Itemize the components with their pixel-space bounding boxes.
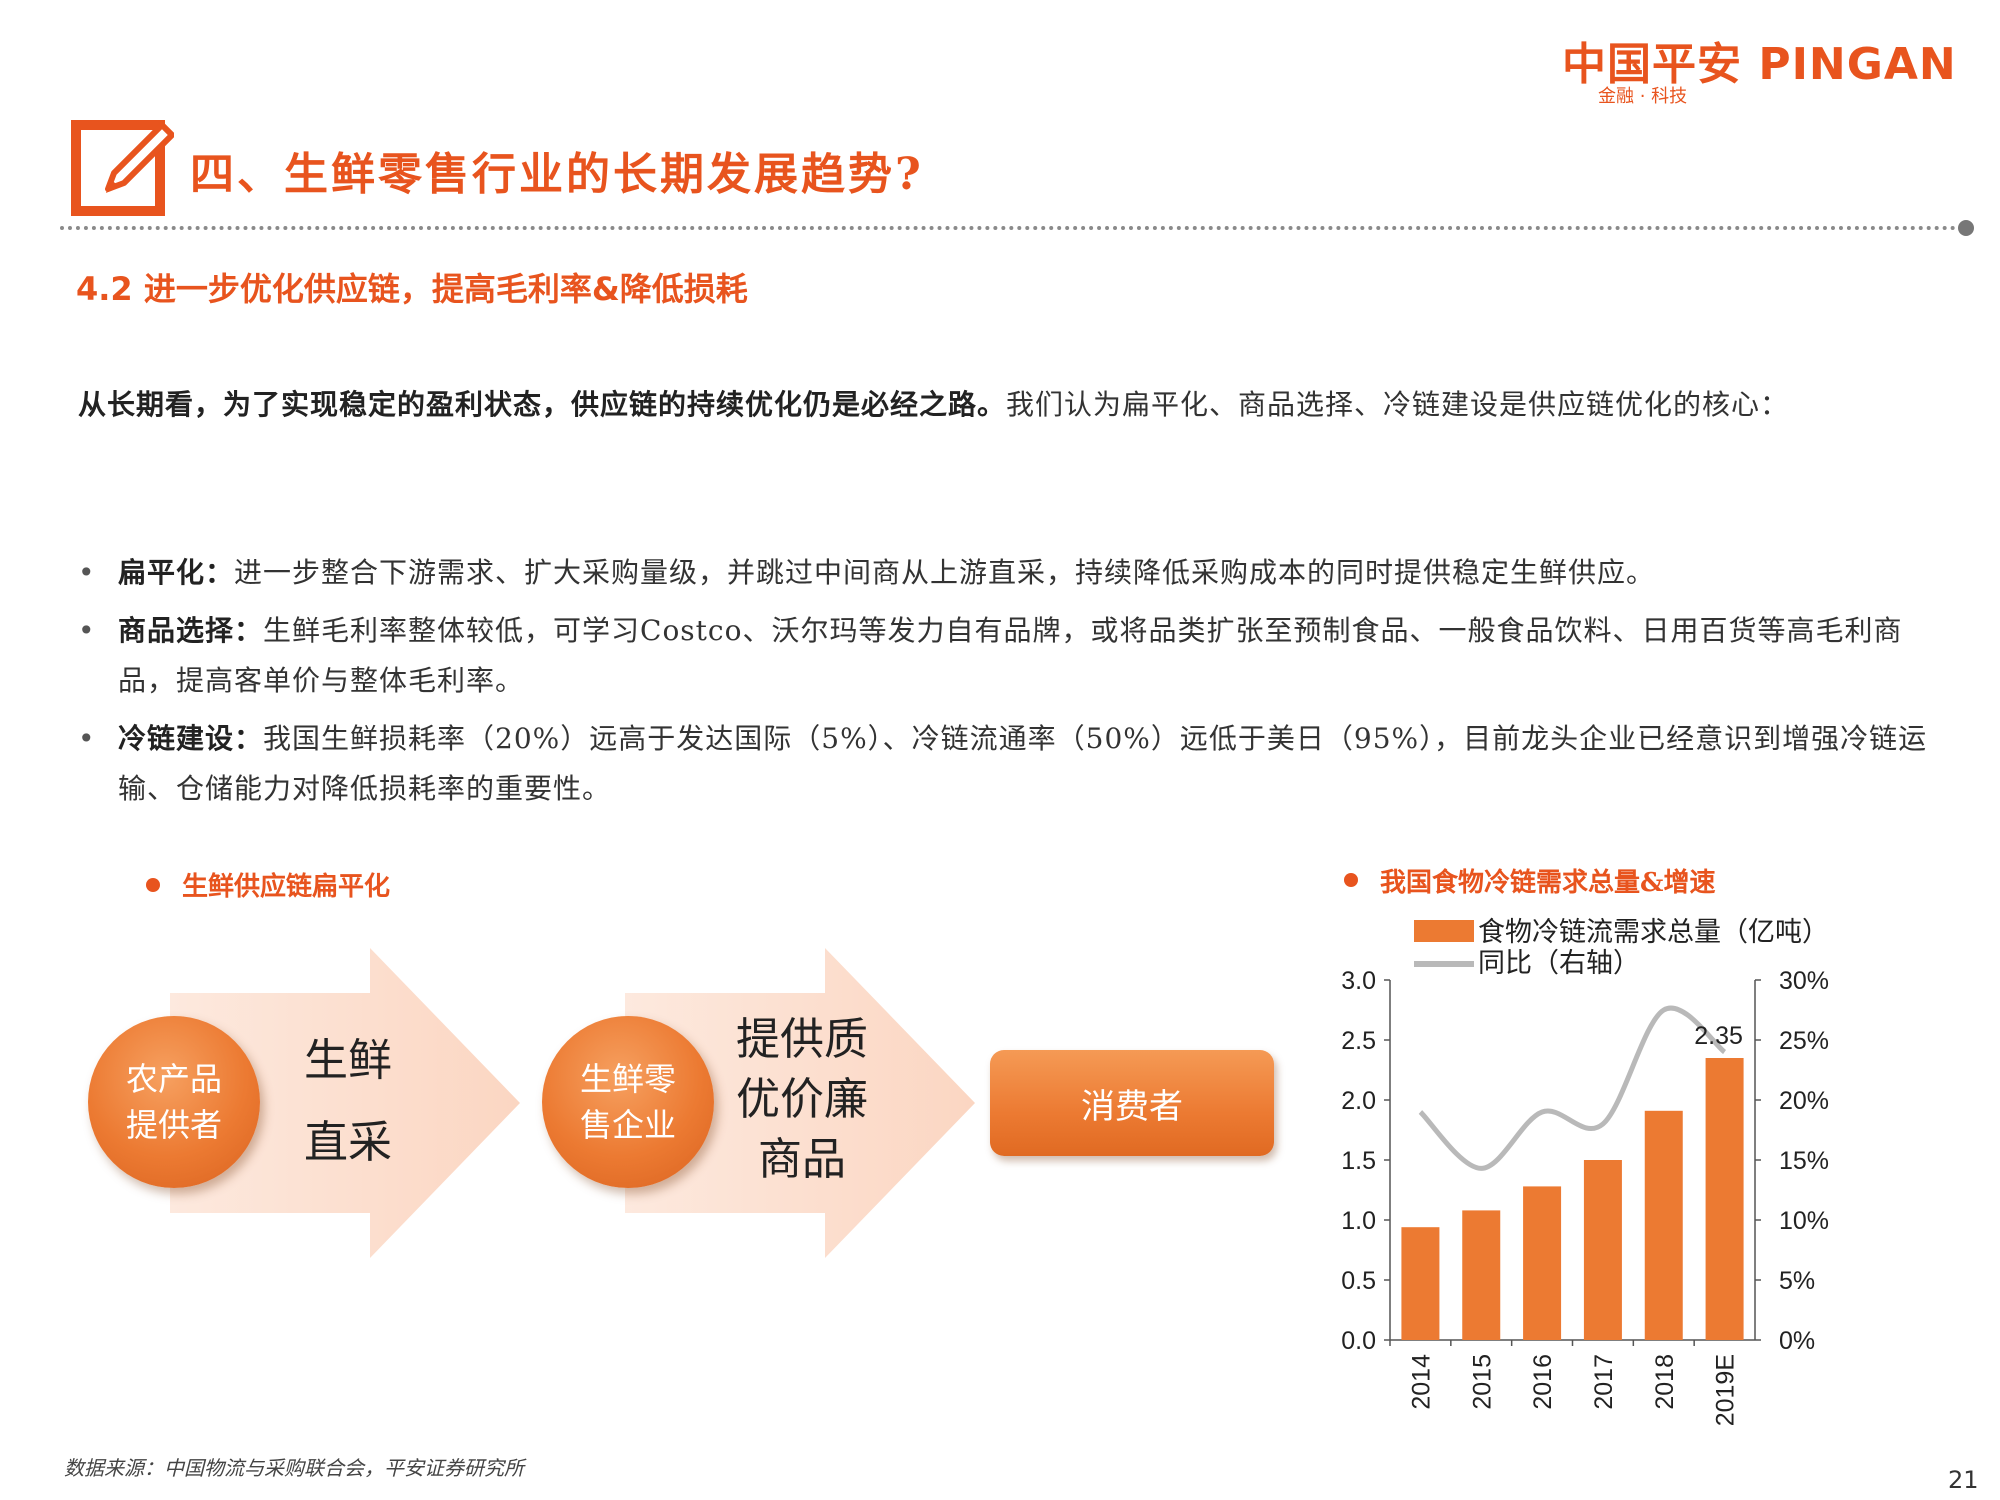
right-tick-label: 15%: [1779, 1147, 1829, 1175]
left-tick-label: 0.5: [1341, 1267, 1376, 1295]
x-tick-label: 2014: [1407, 1354, 1435, 1410]
bullet-text: 生鲜毛利率整体较低，可学习Costco、沃尔玛等发力自有品牌，或将品类扩张至预制…: [118, 614, 1903, 697]
chart-bullet-dot: [1344, 873, 1358, 887]
pencil-note-icon: [71, 120, 174, 216]
bar: [1401, 1227, 1440, 1340]
list-item: 冷链建设：我国生鲜损耗率（20%）远高于发达国际（5%）、冷链流通率（50%）远…: [78, 714, 1938, 814]
right-tick-label: 5%: [1779, 1267, 1815, 1295]
right-tick-label: 20%: [1779, 1087, 1829, 1115]
flow-arrow-1: [170, 948, 520, 1258]
node-producer-label: 农产品提供者: [125, 1060, 222, 1144]
intro-paragraph: 从长期看，为了实现稳定的盈利状态，供应链的持续优化仍是必经之路。我们认为扁平化、…: [78, 380, 1938, 430]
diagram-label: 生鲜供应链扁平化: [182, 872, 391, 902]
arrow-text-quality-goods: 提供质优价廉商品: [736, 1014, 868, 1185]
diagram-bullet-dot: [146, 878, 160, 892]
right-tick-label: 0%: [1779, 1327, 1815, 1355]
node-retailer-label: 生鲜零售企业: [579, 1060, 676, 1144]
left-tick-label: 1.5: [1341, 1147, 1376, 1175]
bullet-text: 进一步整合下游需求、扩大采购量级，并跳过中间商从上游直采，持续降低采购成本的同时…: [234, 556, 1656, 589]
x-tick-label: 2019E: [1712, 1354, 1740, 1426]
legend-bar-swatch: [1414, 920, 1474, 942]
right-tick-label: 25%: [1779, 1027, 1829, 1055]
bar: [1583, 1160, 1622, 1340]
bar: [1523, 1186, 1562, 1340]
list-item: 扁平化：进一步整合下游需求、扩大采购量级，并跳过中间商从上游直采，持续降低采购成…: [78, 548, 1938, 598]
cold-chain-chart: 0.0 0.5 1.0 1.5 2.0 2.5 3.0 0% 5% 10% 15% 20% 25% 30%…: [1341, 917, 1829, 1426]
divider-end-dot: [1958, 220, 1974, 236]
bullet-text: 我国生鲜损耗率（20%）远高于发达国际（5%）、冷链流通率（50%）远低于美日（…: [118, 722, 1928, 805]
pingan-logo: 中国平安 PINGAN: [1562, 39, 1957, 90]
bullet-head: 冷链建设：: [118, 722, 264, 755]
flow-arrow-2: [625, 948, 975, 1258]
right-tick-label: 30%: [1779, 967, 1829, 995]
x-tick-label: 2016: [1529, 1354, 1557, 1410]
intro-rest: 我们认为扁平化、商品选择、冷链建设是供应链优化的核心：: [1006, 388, 1790, 421]
x-tick-label: 2015: [1468, 1354, 1496, 1410]
node-producer: 农产品提供者: [88, 1016, 260, 1188]
bar: [1705, 1058, 1744, 1340]
x-tick-label: 2018: [1651, 1354, 1679, 1410]
section-subtitle: 4.2 进一步优化供应链，提高毛利率&降低损耗: [76, 270, 748, 308]
node-consumer: 消费者: [990, 1050, 1274, 1156]
bar: [1644, 1110, 1683, 1340]
x-tick-label: 2017: [1590, 1354, 1618, 1410]
left-tick-label: 0.0: [1341, 1327, 1376, 1355]
page-title: 四、生鲜零售行业的长期发展趋势?: [190, 149, 924, 200]
list-item: 商品选择：生鲜毛利率整体较低，可学习Costco、沃尔玛等发力自有品牌，或将品类…: [78, 606, 1938, 706]
legend-line-label: 同比（右轴）: [1478, 948, 1640, 978]
left-tick-label: 1.0: [1341, 1207, 1376, 1235]
node-retailer: 生鲜零售企业: [542, 1016, 714, 1188]
bullet-list: 扁平化：进一步整合下游需求、扩大采购量级，并跳过中间商从上游直采，持续降低采购成…: [78, 548, 1938, 822]
chart-label: 我国食物冷链需求总量&增速: [1380, 868, 1716, 898]
left-tick-label: 2.5: [1341, 1027, 1376, 1055]
left-tick-label: 3.0: [1341, 967, 1376, 995]
logo-tagline: 金融 · 科技: [1598, 86, 1688, 107]
left-tick-label: 2.0: [1341, 1087, 1376, 1115]
right-tick-label: 10%: [1779, 1207, 1829, 1235]
data-source: 数据来源：中国物流与采购联合会，平安证券研究所: [64, 1456, 524, 1480]
title-divider: [60, 226, 1965, 230]
intro-bold: 从长期看，为了实现稳定的盈利状态，供应链的持续优化仍是必经之路。: [78, 388, 1007, 421]
bullet-head: 商品选择：: [118, 614, 264, 647]
yoy-line: [1418, 1005, 1727, 1171]
page-number: 21: [1948, 1466, 1979, 1494]
legend-bar-label: 食物冷链流需求总量（亿吨）: [1478, 917, 1829, 947]
bullet-head: 扁平化：: [118, 556, 235, 589]
data-label: 2.35: [1694, 1022, 1743, 1050]
arrow-text-direct-sourcing: 生鲜直采: [304, 1035, 392, 1168]
bar: [1462, 1210, 1501, 1340]
